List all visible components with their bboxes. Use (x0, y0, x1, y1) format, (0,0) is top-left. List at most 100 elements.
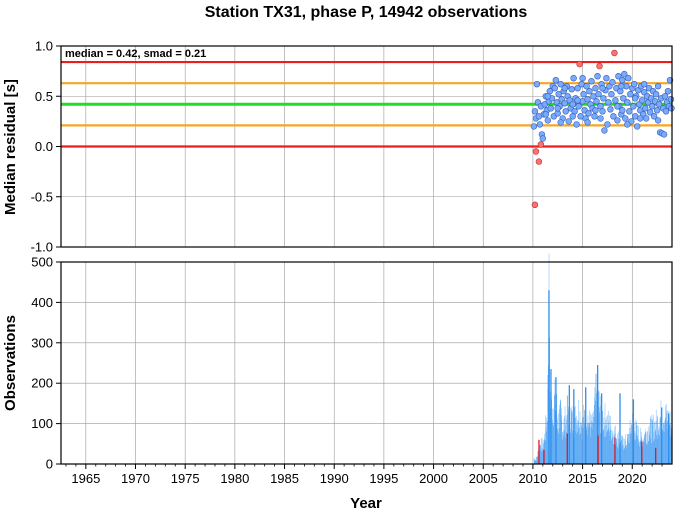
residual-point (621, 70, 628, 78)
residual-point (631, 95, 639, 102)
residual-point (557, 80, 564, 88)
observation-spike (668, 413, 670, 464)
outlier-point (611, 49, 618, 57)
residual-point (633, 123, 641, 130)
outlier-point (531, 201, 539, 209)
observations-plot-area (61, 262, 672, 464)
observation-spike (600, 393, 603, 464)
outlier-bar (641, 441, 643, 464)
residual-point (667, 96, 675, 103)
observation-spike (568, 385, 570, 464)
observation-spike (661, 407, 663, 464)
residual-point (594, 72, 601, 80)
residual-point (533, 80, 541, 88)
residual-point (592, 84, 599, 92)
outlier-bar (543, 449, 545, 464)
residual-panel: 1.0 0.5 0.0 -0.5 -1.0 median = 0.42, smad = … (2, 39, 675, 255)
year-x-ticks: 1965 1970 1975 1980 1985 1990 1995 2000 2005 2010… (65, 464, 663, 486)
residual-point (584, 119, 591, 126)
observation-spike (632, 399, 635, 464)
x-tick-label: 1985 (270, 471, 299, 486)
observations-frame (60, 261, 673, 465)
residual-point (593, 98, 600, 105)
residual-point (615, 72, 622, 80)
residual-points (530, 49, 675, 209)
residual-point (555, 90, 562, 98)
residual-point (630, 80, 638, 88)
residual-point (544, 117, 551, 124)
x-tick-label: 1995 (369, 471, 398, 486)
residual-point (575, 103, 582, 110)
residual-point (557, 119, 564, 126)
observation-spike (585, 387, 587, 464)
residual-point (650, 113, 658, 120)
residual-point (562, 108, 569, 115)
x-tick-label: 2005 (469, 471, 498, 486)
y-tick-label: -0.5 (31, 189, 53, 204)
residual-point (568, 85, 575, 93)
residual-point (580, 90, 587, 98)
y-tick-label: 1.0 (35, 39, 53, 54)
y-tick-label: -1.0 (31, 240, 53, 255)
residual-point (551, 84, 558, 92)
residual-point (601, 127, 608, 134)
residual-point (654, 117, 662, 124)
x-tick-label: 1970 (121, 471, 150, 486)
residual-point (661, 93, 669, 100)
residual-point (569, 101, 576, 108)
residual-point (583, 82, 590, 90)
residual-point (584, 96, 591, 103)
residual-y-ticks: 1.0 0.5 0.0 -0.5 -1.0 (31, 39, 61, 255)
residual-point (622, 115, 629, 122)
observations-y-ticks: 500 400 300 200 100 0 (31, 255, 61, 472)
year-x-axis-label: Year (350, 495, 382, 511)
residual-point (599, 108, 606, 115)
residual-point (614, 117, 621, 124)
residual-point (652, 90, 660, 98)
residual-point (640, 80, 648, 88)
residual-point (605, 99, 612, 106)
median-annotation: median = 0.42, smad = 0.21 (65, 48, 206, 60)
residual-point (607, 106, 614, 113)
residual-point (536, 121, 544, 128)
observation-spike (573, 389, 575, 464)
residual-point (574, 84, 581, 92)
outlier-point (596, 62, 603, 70)
residual-point (636, 115, 644, 122)
residual-point (618, 82, 625, 90)
y-tick-label: 300 (31, 335, 53, 350)
chart-title: Station TX31, phase P, 14942 observation… (205, 4, 528, 21)
x-tick-label: 2015 (568, 471, 597, 486)
residual-point (660, 131, 668, 138)
x-tick-label: 1975 (171, 471, 200, 486)
residual-point (655, 101, 663, 108)
residual-point (579, 74, 586, 82)
outlier-point (532, 148, 540, 155)
residual-point (642, 115, 650, 122)
x-tick-label: 1990 (320, 471, 349, 486)
residual-point (614, 103, 621, 110)
residual-point (653, 107, 661, 114)
y-tick-label: 0.5 (35, 89, 53, 104)
y-tick-label: 500 (31, 255, 53, 270)
y-tick-label: 200 (31, 376, 53, 391)
residual-point (539, 135, 546, 142)
observation-spike (550, 369, 552, 464)
observation-spike (596, 365, 599, 464)
x-tick-label: 1965 (71, 471, 100, 486)
residual-point (600, 95, 607, 102)
residual-point (573, 121, 580, 128)
residual-point (565, 118, 572, 125)
residual-point (627, 90, 634, 98)
residual-point (586, 87, 593, 95)
residual-point (646, 109, 654, 116)
residual-point (569, 113, 576, 120)
y-tick-label: 400 (31, 295, 53, 310)
residual-point (619, 76, 626, 84)
residual-point (554, 105, 561, 112)
x-tick-label: 2000 (419, 471, 448, 486)
residual-point (630, 103, 637, 110)
residual-point (664, 87, 672, 95)
residual-point (552, 76, 559, 84)
